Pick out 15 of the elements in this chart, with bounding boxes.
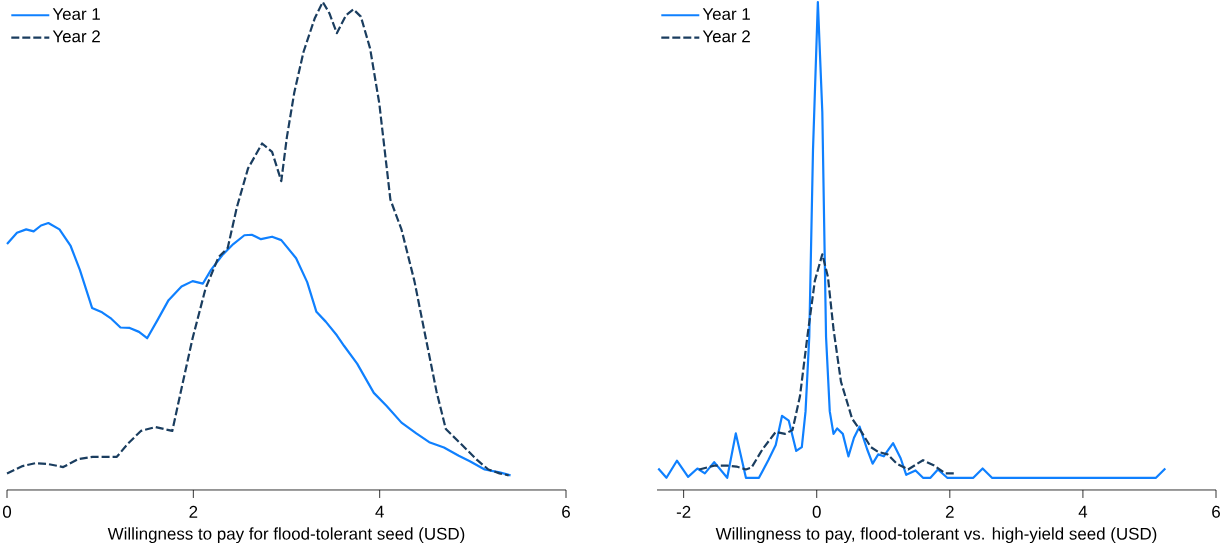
x-tick-label: 2 <box>189 505 198 518</box>
x-tick-label: 4 <box>375 505 384 518</box>
legend-label: Year 1 <box>702 8 750 20</box>
x-tick-label: 0 <box>2 505 12 518</box>
x-tick-label: 0 <box>812 505 821 518</box>
x-tick-label: 4 <box>1078 505 1088 518</box>
x-tick-label: 6 <box>562 505 570 518</box>
legend-label: Year 1 <box>52 8 100 20</box>
x-tick-label: 6 <box>1212 505 1220 518</box>
legend-label: Year 2 <box>52 30 100 43</box>
x-tick-label: 2 <box>945 505 954 518</box>
legend-label: Year 2 <box>702 30 750 43</box>
x-axis-title: Willingness to pay, flood-tolerant vs. high-yield seed (USD) <box>715 527 1157 544</box>
x-axis-title: Willingness to pay for flood-tolerant seed (USD) <box>107 527 465 544</box>
x-tick-label: -2 <box>676 505 691 518</box>
